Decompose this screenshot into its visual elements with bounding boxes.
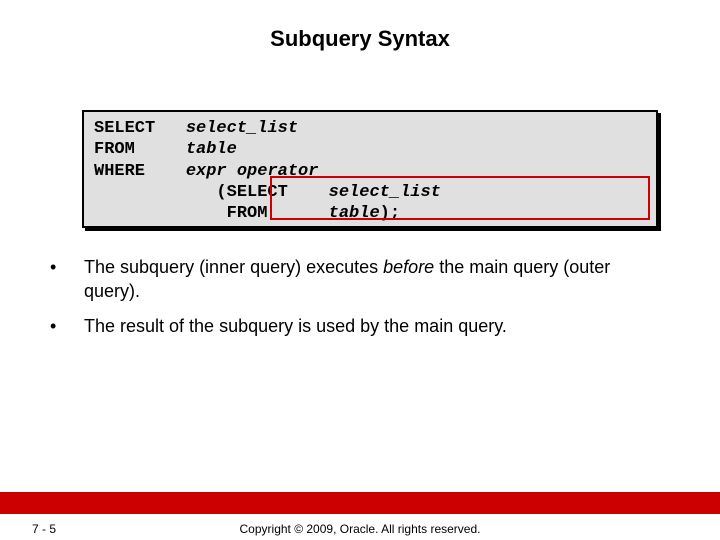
slide-title: Subquery Syntax (0, 0, 720, 52)
code-kw-where: WHERE (94, 162, 145, 181)
code-end: ); (380, 204, 400, 223)
oracle-logo: ORACLE (609, 470, 690, 486)
bullet-text-before: The subquery (inner query) executes (84, 257, 383, 277)
oracle-logo-text: ORACLE (629, 471, 690, 486)
bullet-item: • The subquery (inner query) executes be… (50, 255, 660, 304)
code-box-wrapper: SELECT select_list FROM table WHERE expr… (82, 110, 658, 228)
code-inner-selectlist: select_list (329, 183, 441, 202)
bullet-text-emph: before (383, 257, 434, 277)
code-kw-from: FROM (94, 140, 135, 159)
code-inner-select: (SELECT (216, 183, 287, 202)
bullet-text: The subquery (inner query) executes befo… (84, 255, 660, 304)
bullet-item: • The result of the subquery is used by … (50, 314, 660, 338)
code-it-table: table (186, 140, 237, 159)
oracle-ring-icon (609, 470, 625, 486)
code-kw-select: SELECT (94, 119, 155, 138)
code-it-expr: expr operator (186, 162, 319, 181)
bullet-text: The result of the subquery is used by th… (84, 314, 507, 338)
bullet-dot: • (50, 255, 84, 304)
bullet-dot: • (50, 314, 84, 338)
bullet-text-before: The result of the subquery is used by th… (84, 316, 507, 336)
copyright-text: Copyright © 2009, Oracle. All rights res… (0, 522, 720, 536)
footer-bar: ORACLE (0, 492, 720, 514)
code-box: SELECT select_list FROM table WHERE expr… (82, 110, 658, 228)
bullet-list: • The subquery (inner query) executes be… (50, 255, 660, 348)
code-inner-table: table (329, 204, 380, 223)
code-it-selectlist: select_list (186, 119, 298, 138)
code-inner-from: FROM (216, 204, 267, 223)
